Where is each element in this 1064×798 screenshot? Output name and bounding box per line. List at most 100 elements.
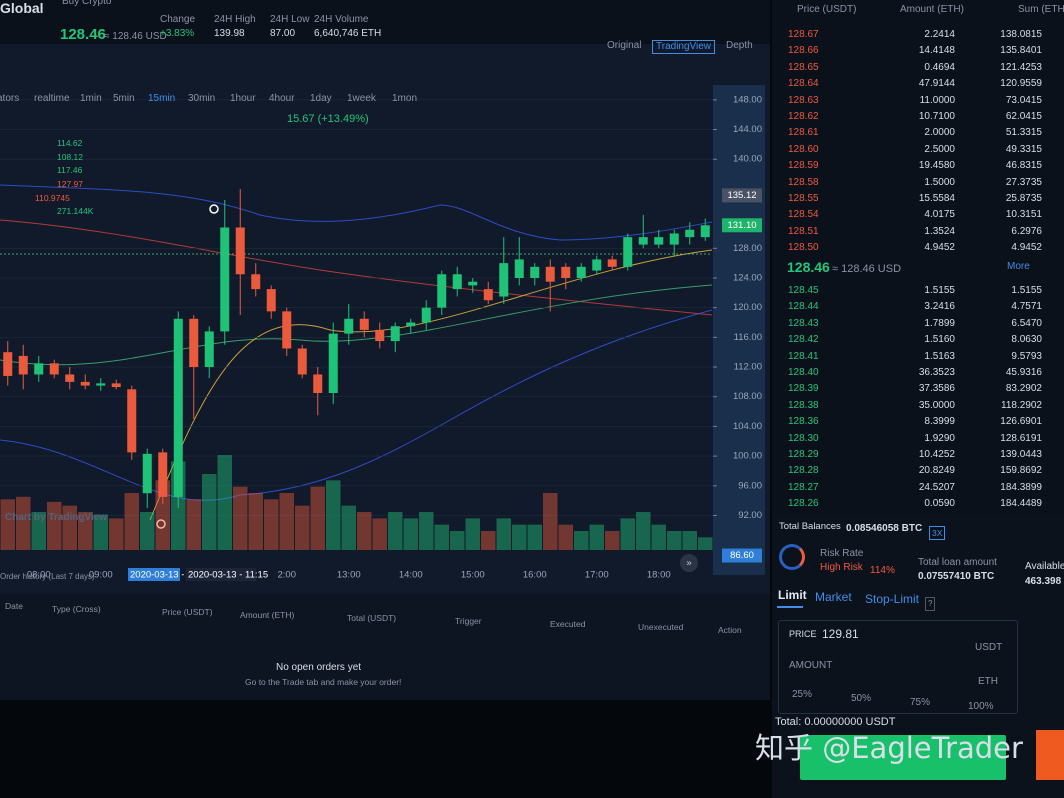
order-book-asks: 2.5000 [924, 143, 955, 155]
intervals[interactable]: cators [0, 93, 20, 104]
order-book-asks: 6.2976 [1011, 225, 1042, 237]
order-book-bids: 1.5160 [924, 334, 955, 346]
candle-body [158, 452, 168, 497]
order-book-asks: 128.66 [788, 45, 819, 57]
y-tick-label: 104.00 [733, 421, 762, 432]
volume-bar [248, 493, 263, 550]
intervals[interactable]: 1mon [392, 93, 418, 104]
form-tabs[interactable]: Limit [778, 588, 807, 602]
volume-bar [62, 505, 77, 550]
y-tick-label: 108.00 [733, 391, 762, 402]
candle-body [623, 237, 633, 267]
order-book-asks: 51.3315 [1005, 127, 1042, 139]
moving-average [0, 219, 713, 316]
form-help[interactable]: ? [925, 597, 936, 611]
order-book-asks: 10.7100 [918, 111, 955, 122]
intervals[interactable]: 1week [347, 93, 376, 104]
form-percents[interactable]: 50% [851, 693, 872, 704]
candle-body [406, 322, 416, 327]
form-tabs[interactable]: Market [815, 590, 852, 604]
order-book-asks: 128.54 [788, 209, 819, 221]
intervals[interactable]: 1hour [230, 93, 256, 104]
order-book-headers: Amount (ETH) [900, 4, 964, 15]
form-tabs[interactable]: Stop-Limit [865, 592, 920, 606]
order-book-asks: 128.64 [788, 78, 819, 90]
order-book-asks: 11.0000 [919, 94, 955, 106]
candle-body [220, 227, 230, 332]
intervals[interactable]: realtime [34, 93, 70, 104]
candle-body [127, 389, 137, 453]
sell-button[interactable] [1036, 730, 1064, 780]
intervals[interactable]: 1day [310, 93, 332, 104]
orders-columns: Action [718, 625, 742, 635]
intervals[interactable]: 5min [113, 93, 135, 104]
buy-button[interactable] [800, 735, 1006, 780]
volume-bar [667, 531, 682, 550]
order-book-last: 128.46 [787, 259, 830, 275]
order-book-asks: 128.51 [788, 225, 819, 237]
candle-body [592, 259, 602, 271]
volume-bar [357, 512, 372, 550]
candle-body [561, 266, 571, 278]
order-book-bids: 1.9290 [924, 432, 955, 444]
orders-panel [0, 594, 770, 700]
order-book-asks: 121.4253 [1000, 61, 1042, 73]
header-buy[interactable]: Buy Crypto [62, 0, 112, 7]
order-book-more[interactable]: More [1007, 261, 1030, 272]
volume-bar [574, 531, 589, 550]
intervals[interactable]: 4hour [269, 93, 295, 104]
crosshair-label: 2020-03-13 - 11:15 [188, 570, 268, 581]
price-marker [722, 188, 762, 203]
orders-columns: Price (USDT) [162, 607, 213, 617]
legend-indicators: 271.144K [57, 206, 94, 216]
order-book-bids: 4.7571 [1011, 301, 1042, 313]
account-available-label: Available [1025, 561, 1064, 572]
order-book-bids: 8.3999 [924, 416, 955, 428]
x-tick-label: 18:00 [647, 570, 671, 581]
order-book-bids: 8.0630 [1011, 334, 1042, 346]
y-tick-label: 100.00 [733, 451, 762, 462]
order-book-bids: 24.5207 [918, 481, 955, 493]
account-available: 463.398 [1025, 576, 1062, 587]
volume-bar [434, 524, 449, 550]
form-percents[interactable]: 25% [792, 689, 813, 700]
order-book-bids: 159.8692 [1000, 465, 1042, 477]
stats-value: 6,640,746 ETH [314, 28, 382, 39]
scroll-button[interactable] [680, 554, 698, 572]
candle-body [80, 381, 90, 386]
crosshair-point [156, 519, 166, 529]
form-price[interactable]: 129.81 [822, 627, 859, 641]
order-book-asks: 128.65 [788, 61, 819, 73]
volume-bar [636, 512, 651, 550]
moving-average [149, 249, 713, 521]
orders-columns: Date [5, 601, 23, 611]
order-book-asks: 138.0815 [1000, 29, 1042, 40]
bollinger-upper [0, 184, 713, 241]
stats-label: 24H High [214, 14, 256, 25]
candle-body [3, 352, 13, 376]
volume-bar [527, 524, 542, 550]
order-book-bids: 37.3586 [918, 383, 955, 395]
chart-tabs[interactable]: TradingView [652, 40, 716, 54]
volume-bar [682, 531, 697, 550]
candle-body [297, 348, 307, 375]
form-price-label: PRICE [789, 629, 817, 639]
candle-body [189, 318, 199, 368]
chart-tabs[interactable]: Original [607, 40, 642, 51]
candle-body [638, 237, 648, 245]
volume-bar [155, 480, 170, 550]
candle-body [654, 237, 664, 245]
candle-body [700, 225, 710, 238]
volume-bar [233, 486, 248, 550]
form-percents[interactable]: 75% [910, 697, 931, 708]
intervals[interactable]: 30min [188, 93, 216, 104]
form-percents[interactable]: 100% [968, 701, 994, 712]
price-marker-label: 135.12 [727, 190, 756, 201]
order-book-bids: 1.5155 [1011, 285, 1042, 296]
x-tick-label: 13:00 [337, 570, 361, 581]
candle-body [468, 281, 478, 286]
candle-body [530, 266, 540, 278]
chart-tabs[interactable]: Depth [726, 40, 753, 51]
intervals[interactable]: 1min [80, 93, 102, 104]
intervals[interactable]: 15min [148, 93, 176, 104]
